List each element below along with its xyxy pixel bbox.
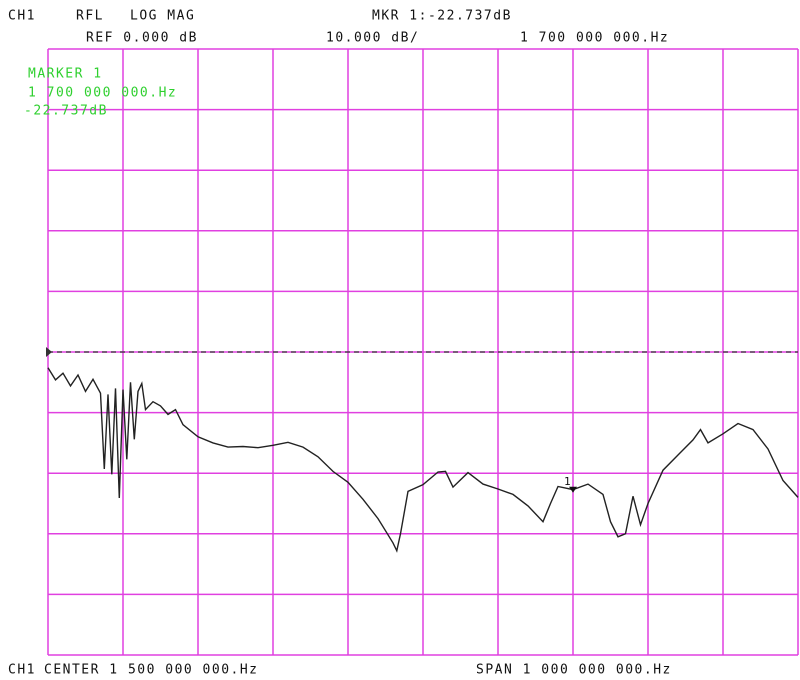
footer-channel: CH1 bbox=[8, 663, 36, 678]
marker-label: 1 bbox=[564, 475, 572, 488]
marker-title: MARKER 1 bbox=[28, 67, 103, 82]
scale: 10.000 dB/ bbox=[326, 31, 419, 46]
marker-readout: MKR 1:-22.737dB bbox=[372, 9, 512, 24]
center: CENTER 1 500 000 000.Hz bbox=[44, 663, 259, 678]
marker-symbol bbox=[569, 486, 577, 493]
trace bbox=[47, 367, 799, 553]
marker-box-frequency: 1 700 000 000.Hz bbox=[28, 86, 177, 101]
span: SPAN 1 000 000 000.Hz bbox=[476, 663, 672, 678]
reference: REF 0.000 dB bbox=[86, 31, 198, 46]
channel: CH1 bbox=[8, 9, 36, 24]
format: LOG MAG bbox=[130, 9, 195, 24]
plot: 1 bbox=[46, 48, 799, 656]
marker-frequency: 1 700 000 000.Hz bbox=[520, 31, 669, 46]
reference-pointer bbox=[46, 347, 52, 357]
marker-box-value: -22.737dB bbox=[24, 104, 108, 119]
measurement: RFL bbox=[76, 9, 104, 24]
